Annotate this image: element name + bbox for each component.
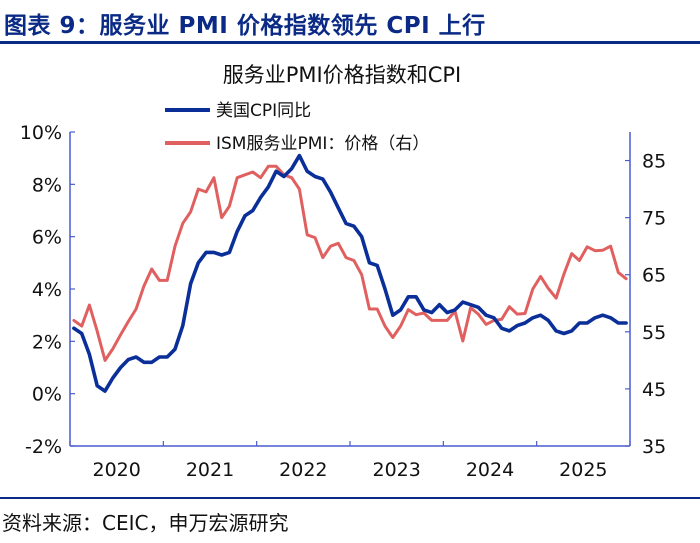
y-left-tick-label: -2% (25, 436, 62, 458)
legend-label-pmi: ISM服务业PMI：价格（右） (216, 134, 429, 154)
y-right-tick-label: 35 (642, 436, 666, 458)
y-left-tick-label: 6% (32, 227, 62, 249)
legend-label-cpi: 美国CPI同比 (216, 101, 311, 121)
figure-header: 图表 9：服务业 PMI 价格指数领先 CPI 上行 (0, 0, 700, 44)
header-divider (0, 41, 700, 44)
x-tick-label: 2023 (372, 459, 420, 481)
chart-axes: -2% 0% 2% 4% 6% 8% 10% 35 45 55 65 75 85 2020 2021 2022… (20, 122, 666, 481)
chart-series (72, 153, 628, 393)
y-right-tick-label: 45 (642, 379, 666, 401)
figure-title: 图表 9：服务业 PMI 价格指数领先 CPI 上行 (4, 13, 486, 39)
x-tick-label: 2025 (559, 459, 607, 481)
y-left-tick-label: 8% (32, 174, 62, 196)
chart-legend: 美国CPI同比 ISM服务业PMI：价格（右） (165, 101, 429, 154)
footer-divider (0, 497, 700, 499)
x-tick-label: 2020 (92, 459, 140, 481)
chart-title: 服务业PMI价格指数和CPI (223, 63, 462, 87)
y-left-tick-label: 2% (32, 331, 62, 353)
series-line-cpi (72, 153, 628, 393)
y-right-tick-label: 55 (642, 322, 666, 344)
cpi-pmi-chart: 服务业PMI价格指数和CPI 美国CPI同比 ISM服务业PMI：价格（右） -… (20, 63, 666, 481)
y-left-tick-label: 4% (32, 279, 62, 301)
series-line-pmi (72, 164, 628, 362)
y-right-tick-label: 85 (642, 151, 666, 173)
y-right-tick-label: 75 (642, 208, 666, 230)
y-left-tick-label: 0% (32, 384, 62, 406)
x-tick-label: 2024 (466, 459, 514, 481)
y-left-tick-label: 10% (20, 122, 62, 144)
y-right-tick-label: 65 (642, 265, 666, 287)
x-tick-label: 2021 (186, 459, 234, 481)
x-tick-label: 2022 (279, 459, 327, 481)
figure-source: 资料来源：CEIC，申万宏源研究 (2, 511, 289, 535)
